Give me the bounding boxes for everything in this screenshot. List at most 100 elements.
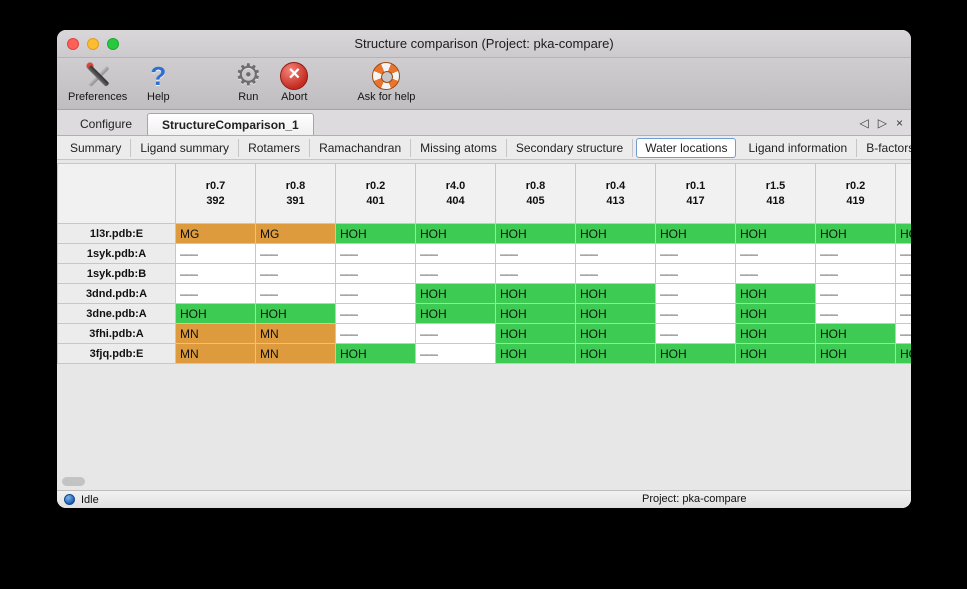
- cell-none[interactable]: –––: [415, 243, 496, 264]
- column-header[interactable]: r0.7 392: [175, 163, 256, 224]
- cell-none[interactable]: –––: [335, 323, 416, 344]
- column-header[interactable]: r0.4 413: [575, 163, 656, 224]
- cell-water[interactable]: HOH: [815, 323, 896, 344]
- scrollbar-thumb[interactable]: [62, 477, 85, 486]
- toolbar-button-abort[interactable]: Abort: [274, 60, 314, 104]
- cell-none[interactable]: –––: [415, 263, 496, 284]
- cell-none[interactable]: –––: [815, 263, 896, 284]
- subtab-ramachandran[interactable]: Ramachandran: [310, 138, 412, 157]
- cell-water[interactable]: HOH: [735, 343, 816, 364]
- zoom-window-button[interactable]: [107, 38, 119, 50]
- row-header-1syk-pdb-a[interactable]: 1syk.pdb:A: [57, 243, 176, 264]
- subtab-missing-atoms[interactable]: Missing atoms: [411, 138, 507, 157]
- cell-none[interactable]: –––: [335, 283, 416, 304]
- cell-none[interactable]: –––: [415, 343, 496, 364]
- cell-none[interactable]: –––: [815, 243, 896, 264]
- cell-none[interactable]: –––: [575, 263, 656, 284]
- cell-none[interactable]: –––: [895, 283, 911, 304]
- cell-none[interactable]: –––: [415, 323, 496, 344]
- toolbar-button-ask-for-help[interactable]: Ask for help: [354, 60, 418, 104]
- subtab-summary[interactable]: Summary: [61, 138, 132, 157]
- cell-none[interactable]: –––: [655, 243, 736, 264]
- cell-none[interactable]: –––: [735, 243, 816, 264]
- cell-water[interactable]: HOH: [335, 223, 416, 244]
- cell-water[interactable]: HOH: [735, 323, 816, 344]
- subtab-ligand-summary[interactable]: Ligand summary: [131, 138, 240, 157]
- cell-none[interactable]: –––: [495, 263, 576, 284]
- cell-none[interactable]: –––: [495, 243, 576, 264]
- cell-metal[interactable]: MN: [175, 323, 256, 344]
- cell-water[interactable]: HOH: [495, 283, 576, 304]
- cell-water[interactable]: HOH: [735, 303, 816, 324]
- row-header-3dne-pdb-a[interactable]: 3dne.pdb:A: [57, 303, 176, 324]
- cell-none[interactable]: –––: [175, 243, 256, 264]
- cell-none[interactable]: –––: [335, 263, 416, 284]
- cell-water[interactable]: HOH: [815, 223, 896, 244]
- next-tab-icon[interactable]: ▷: [877, 116, 887, 130]
- column-header[interactable]: r4.0 404: [415, 163, 496, 224]
- cell-metal[interactable]: MG: [255, 223, 336, 244]
- cell-water[interactable]: HOH: [655, 343, 736, 364]
- horizontal-scrollbar[interactable]: [57, 473, 911, 490]
- cell-none[interactable]: –––: [895, 263, 911, 284]
- cell-water[interactable]: HOH: [895, 343, 911, 364]
- column-header[interactable]: r0.8 391: [255, 163, 336, 224]
- close-window-button[interactable]: [67, 38, 79, 50]
- cell-none[interactable]: –––: [655, 323, 736, 344]
- toolbar-button-preferences[interactable]: Preferences: [65, 60, 130, 104]
- cell-none[interactable]: –––: [895, 243, 911, 264]
- column-header[interactable]: r0.2 419: [815, 163, 896, 224]
- cell-metal[interactable]: MN: [255, 343, 336, 364]
- cell-none[interactable]: –––: [655, 263, 736, 284]
- row-header-3fjq-pdb-e[interactable]: 3fjq.pdb:E: [57, 343, 176, 364]
- cell-water[interactable]: HOH: [655, 223, 736, 244]
- cell-water[interactable]: HOH: [575, 283, 656, 304]
- cell-water[interactable]: HOH: [495, 343, 576, 364]
- cell-metal[interactable]: MG: [175, 223, 256, 244]
- column-header[interactable]: r1.5 418: [735, 163, 816, 224]
- subtab-rotamers[interactable]: Rotamers: [239, 138, 311, 157]
- cell-none[interactable]: –––: [335, 303, 416, 324]
- minimize-window-button[interactable]: [87, 38, 99, 50]
- row-header-3fhi-pdb-a[interactable]: 3fhi.pdb:A: [57, 323, 176, 344]
- prev-tab-icon[interactable]: ◁: [859, 116, 869, 130]
- cell-none[interactable]: –––: [895, 323, 911, 344]
- cell-none[interactable]: –––: [255, 263, 336, 284]
- cell-water[interactable]: HOH: [335, 343, 416, 364]
- cell-water[interactable]: HOH: [175, 303, 256, 324]
- cell-water[interactable]: HOH: [495, 303, 576, 324]
- column-header[interactable]: r0.8 405: [495, 163, 576, 224]
- cell-none[interactable]: –––: [255, 243, 336, 264]
- cell-water[interactable]: HOH: [735, 283, 816, 304]
- cell-none[interactable]: –––: [335, 243, 416, 264]
- cell-none[interactable]: –––: [255, 283, 336, 304]
- cell-water[interactable]: HOH: [575, 323, 656, 344]
- cell-water[interactable]: HOH: [415, 283, 496, 304]
- cell-none[interactable]: –––: [735, 263, 816, 284]
- row-header-1l3r-pdb-e[interactable]: 1l3r.pdb:E: [57, 223, 176, 244]
- row-header-3dnd-pdb-a[interactable]: 3dnd.pdb:A: [57, 283, 176, 304]
- cell-metal[interactable]: MN: [175, 343, 256, 364]
- cell-none[interactable]: –––: [655, 303, 736, 324]
- cell-water[interactable]: HOH: [255, 303, 336, 324]
- cell-none[interactable]: –––: [175, 283, 256, 304]
- cell-none[interactable]: –––: [815, 283, 896, 304]
- title-bar[interactable]: Structure comparison (Project: pka-compa…: [57, 30, 911, 58]
- toolbar-button-help[interactable]: Help: [138, 60, 178, 104]
- cell-none[interactable]: –––: [175, 263, 256, 284]
- cell-water[interactable]: HOH: [495, 323, 576, 344]
- cell-water[interactable]: HOH: [575, 303, 656, 324]
- cell-water[interactable]: HOH: [415, 303, 496, 324]
- close-tab-icon[interactable]: ×: [895, 116, 903, 130]
- tab-structurecomparison-1[interactable]: StructureComparison_1: [147, 113, 314, 135]
- tab-configure[interactable]: Configure: [80, 117, 133, 131]
- column-header[interactable]: r0.1 417: [655, 163, 736, 224]
- cell-water[interactable]: HOH: [495, 223, 576, 244]
- cell-water[interactable]: HOH: [575, 343, 656, 364]
- cell-water[interactable]: HOH: [815, 343, 896, 364]
- cell-none[interactable]: –––: [655, 283, 736, 304]
- cell-water[interactable]: HOH: [415, 223, 496, 244]
- cell-none[interactable]: –––: [815, 303, 896, 324]
- column-header[interactable]: [895, 163, 911, 224]
- row-header-1syk-pdb-b[interactable]: 1syk.pdb:B: [57, 263, 176, 284]
